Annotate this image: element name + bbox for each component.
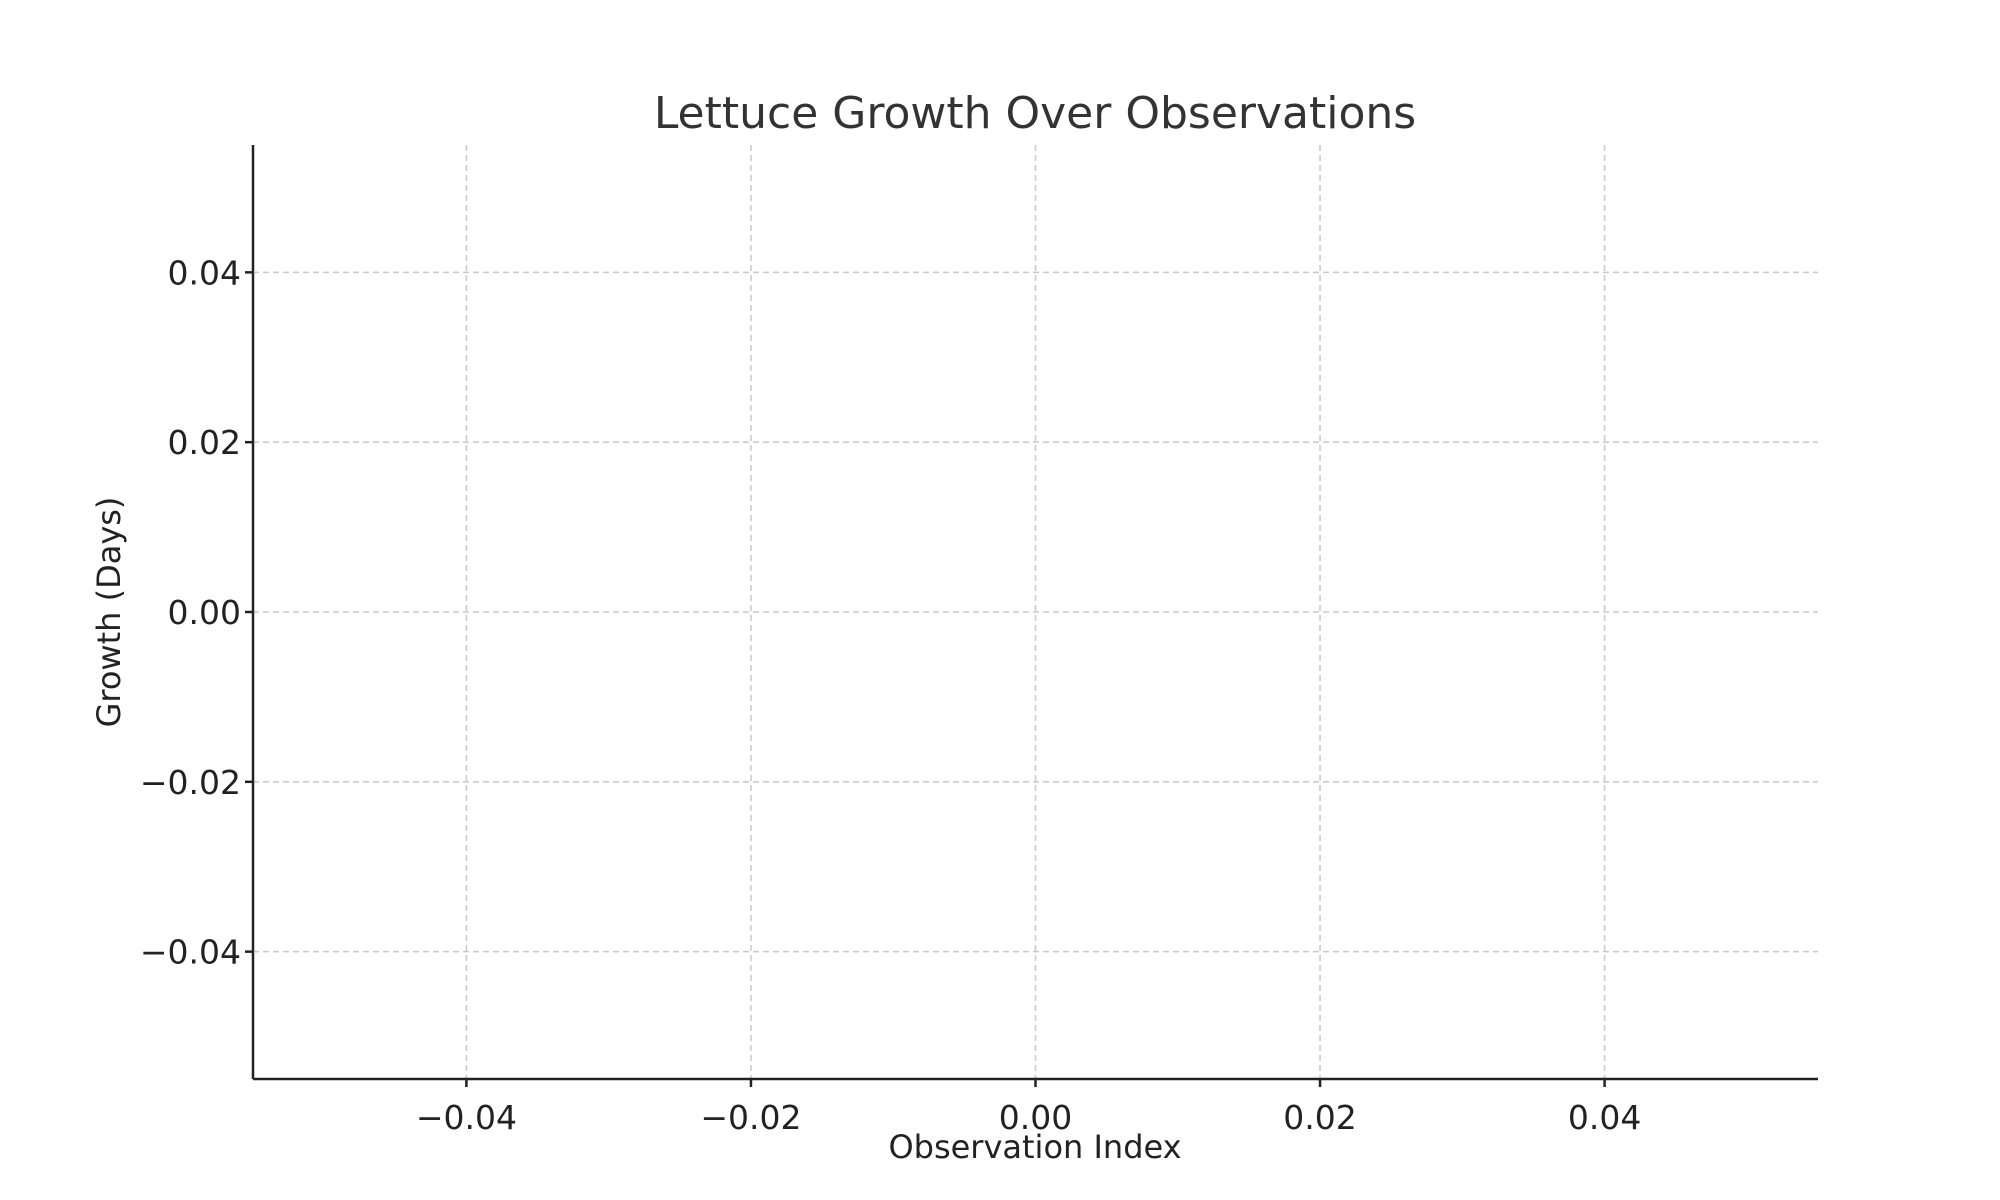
x-tick-label: −0.04 xyxy=(416,1098,517,1137)
x-tick-label: 0.04 xyxy=(1568,1098,1641,1137)
y-tick-label: 0.02 xyxy=(168,423,241,462)
x-tick-label: −0.02 xyxy=(700,1098,801,1137)
y-tick-label: 0.00 xyxy=(168,593,241,632)
x-tick-label: 0.00 xyxy=(999,1098,1072,1137)
y-tick-label: 0.04 xyxy=(168,253,241,292)
x-axis-label: Observation Index xyxy=(888,1128,1181,1166)
x-tick-label: 0.02 xyxy=(1283,1098,1356,1137)
grid-layer xyxy=(253,145,1818,1079)
chart-title: Lettuce Growth Over Observations xyxy=(654,88,1416,139)
axis-spines xyxy=(251,145,1818,1081)
y-axis-label: Growth (Days) xyxy=(90,497,128,728)
y-tick-label: −0.04 xyxy=(140,933,241,972)
y-tick-label: −0.02 xyxy=(140,763,241,802)
ticks-layer: −0.04 −0.02 0.00 0.02 0.04 −0.04 −0.02 0.00 0.02… xyxy=(140,253,1641,1137)
